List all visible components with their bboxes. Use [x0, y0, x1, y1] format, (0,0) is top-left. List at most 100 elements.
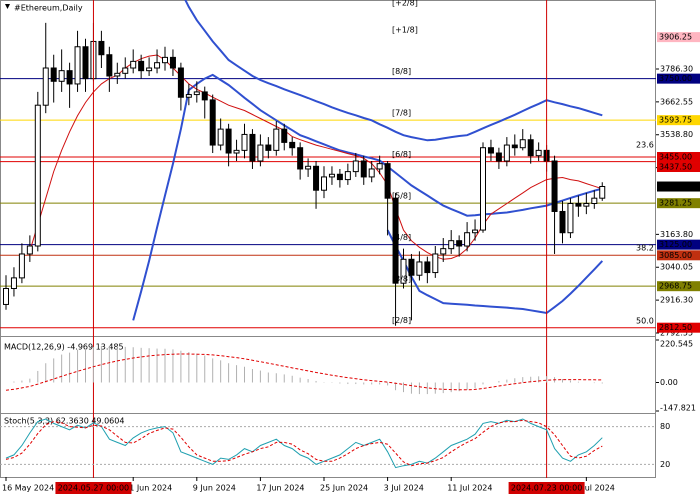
stoch-signal: [5, 419, 603, 467]
level-label: 3281.25: [659, 199, 692, 208]
candle-body: [233, 149, 240, 154]
candle-body: [58, 70, 65, 82]
candle-body: [575, 202, 582, 207]
y-tick-label: 20: [660, 460, 670, 469]
candle-body: [503, 144, 510, 162]
candle-body: [368, 168, 375, 178]
candle-body: [273, 128, 280, 151]
candle-body: [440, 248, 447, 255]
candle-body: [321, 176, 327, 191]
candle-body: [265, 144, 272, 151]
candle-body: [376, 163, 383, 170]
x-tick-label: Jul 2024: [581, 484, 615, 493]
level-label: 3455.00: [659, 153, 692, 162]
candle-body: [360, 160, 367, 178]
level-box: [657, 250, 700, 261]
candle-body: [106, 54, 113, 77]
murrey-label: [5/8]: [392, 192, 411, 201]
title-icon: [5, 4, 10, 9]
y-tick-label: -147.821: [660, 404, 696, 413]
candle-body: [154, 62, 161, 69]
y-tick-label: 2792.55: [660, 328, 693, 337]
candle-body: [527, 139, 534, 157]
x-tick-label: 16 May 2024: [2, 484, 54, 493]
level-box: [657, 239, 700, 250]
x-tick-label: 9 Jun 2024: [193, 484, 236, 493]
candle-body: [472, 229, 479, 234]
candle-body: [82, 46, 89, 80]
candle-body: [408, 258, 415, 276]
candle-body: [225, 128, 232, 154]
x-tick-label: 1 Jun 2024: [129, 484, 172, 493]
candle-body: [3, 288, 9, 305]
candle-body: [519, 139, 526, 149]
x-marker-label: 2024.07.23 00:00: [511, 484, 582, 493]
candle-body: [185, 94, 192, 98]
candle-body: [392, 197, 399, 284]
candle-body: [257, 144, 264, 162]
murrey-label: [3/8]: [392, 275, 411, 284]
indicator-line: [132, 73, 603, 321]
candle-body: [169, 56, 176, 69]
level-box: [657, 322, 700, 333]
candle-body: [193, 91, 200, 96]
murrey-label: [4/8]: [392, 233, 411, 242]
level-label: 3343.87: [659, 182, 692, 191]
fib-label: 50.0: [636, 316, 654, 325]
candle-body: [66, 70, 73, 85]
y-tick-label: 2916.30: [660, 296, 693, 305]
x-marker-box: [508, 482, 585, 494]
candle-body: [249, 133, 256, 162]
candle-body: [201, 91, 208, 101]
chart-title: #Ethereum,Daily: [14, 4, 83, 13]
candle-body: [583, 202, 590, 207]
candle-body: [241, 133, 248, 151]
level-label: 2968.75: [659, 282, 692, 291]
candle-body: [122, 67, 129, 74]
candle-body: [138, 60, 145, 72]
level-box: [657, 281, 700, 292]
candle-body: [328, 173, 335, 178]
candle-body: [344, 171, 351, 181]
x-tick-label: 11 Jul 2024: [447, 484, 492, 493]
level-box: [657, 32, 700, 43]
candle-body: [352, 160, 359, 173]
plot-frame: [0, 0, 656, 478]
fib-label: 23.6: [636, 141, 654, 150]
candle-body: [289, 141, 296, 149]
level-label: 2812.50: [659, 323, 692, 332]
y-tick-label: 3040.05: [660, 263, 693, 272]
candle-body: [305, 165, 312, 170]
candle-body: [591, 197, 598, 204]
y-tick-label: 80: [660, 422, 670, 431]
candle-body: [400, 258, 407, 284]
y-tick-label: 3538.80: [660, 130, 693, 139]
y-tick-label: 0.00: [660, 378, 678, 387]
murrey-label: [+2/8]: [392, 0, 418, 8]
x-marker-label: 2024.05.27 00:00: [58, 484, 129, 493]
x-tick-label: 25 Jun 2024: [320, 484, 368, 493]
stoch-main: [5, 418, 603, 469]
level-label: 3125.00: [659, 240, 692, 249]
macd-label: MACD(12,26,9) -4.969 13.485: [4, 343, 124, 352]
candle-body: [416, 261, 423, 276]
candle-body: [26, 245, 33, 255]
level-label: 3750.00: [659, 74, 692, 83]
candle-body: [480, 147, 486, 231]
level-box: [657, 115, 700, 126]
candle-body: [567, 202, 574, 234]
murrey-label: [7/8]: [392, 109, 411, 118]
candle-body: [511, 144, 518, 149]
candle-body: [10, 277, 17, 290]
level-label: 3437.50: [659, 163, 692, 172]
level-box: [657, 73, 700, 84]
candle-body: [551, 160, 558, 212]
candle-body: [50, 67, 57, 82]
y-tick-label: 3786.30: [660, 64, 693, 73]
candle-body: [18, 253, 25, 279]
candle-body: [559, 210, 566, 234]
candle-body: [209, 99, 216, 146]
candle-body: [535, 149, 542, 157]
candle-body: [177, 67, 184, 98]
y-tick-label: 3662.55: [660, 97, 693, 106]
